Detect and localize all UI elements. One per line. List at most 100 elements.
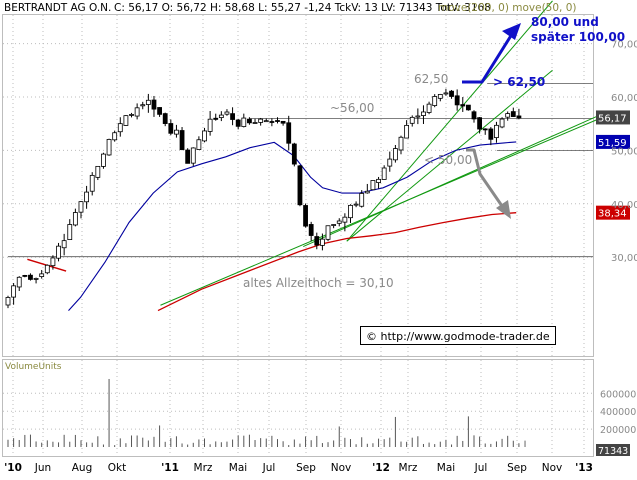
- candlesticks: [5, 88, 522, 309]
- x-tick-label: Aug: [72, 462, 93, 474]
- candle-body: [123, 115, 129, 126]
- candle: [202, 127, 207, 143]
- candle: [157, 107, 162, 117]
- candle-body: [213, 117, 219, 120]
- candle: [89, 172, 95, 196]
- candle-body: [353, 203, 359, 206]
- candle: [190, 147, 196, 166]
- candle-body: [291, 143, 297, 165]
- x-tick-label: '11: [161, 462, 179, 474]
- candle: [224, 109, 230, 116]
- target-annotation-line1: 80,00 und: [531, 15, 599, 29]
- candle-body: [409, 116, 415, 124]
- label-50: < 50,00: [424, 153, 472, 167]
- candle-body: [510, 111, 516, 117]
- candle: [320, 233, 325, 251]
- candle: [78, 201, 84, 219]
- candle-body: [247, 118, 252, 124]
- candle-body: [95, 165, 101, 178]
- candle: [432, 94, 438, 108]
- y-tick-label: 30,00: [611, 253, 637, 264]
- candle-body: [342, 216, 348, 223]
- candle-body: [443, 92, 449, 95]
- volume-last-tag-bg: [596, 444, 630, 456]
- candle-body: [297, 165, 303, 206]
- candle: [112, 130, 118, 142]
- candle-body: [415, 115, 421, 118]
- candle: [482, 128, 488, 135]
- candle: [348, 204, 353, 223]
- candle-body: [280, 120, 286, 124]
- candle: [134, 103, 140, 120]
- candle: [44, 264, 50, 275]
- candle: [39, 269, 45, 279]
- candle: [258, 117, 264, 126]
- x-tick-label: Mai: [437, 462, 455, 474]
- annotations: 56,17 51,59 38,34 71343: [462, 23, 630, 457]
- candle: [230, 107, 235, 126]
- candle-body: [426, 103, 432, 113]
- candle-body: [432, 96, 438, 106]
- candle: [499, 117, 505, 129]
- candle: [359, 190, 365, 208]
- candle-body: [404, 124, 410, 139]
- candle-body: [477, 117, 483, 130]
- candle-body: [336, 220, 342, 224]
- y-tick-label: 70,00: [611, 40, 637, 51]
- candle: [196, 136, 202, 150]
- candle-body: [185, 149, 191, 164]
- candle: [61, 233, 67, 256]
- candle: [449, 89, 454, 99]
- candle: [331, 224, 337, 229]
- candle-body: [359, 193, 365, 207]
- candle-body: [202, 130, 207, 142]
- candle-body: [117, 123, 123, 133]
- candle: [516, 108, 522, 120]
- candle: [117, 117, 123, 137]
- candle-body: [387, 158, 393, 167]
- ma50-tag: 51,59: [596, 134, 630, 149]
- copyright-text[interactable]: © http://www.godmode-trader.de: [366, 330, 550, 343]
- x-tick-label: Okt: [108, 462, 126, 474]
- label-3010: altes Allzeithoch = 30,10: [243, 276, 394, 290]
- candle-body: [39, 273, 45, 277]
- candle-body: [437, 94, 443, 99]
- candle: [263, 118, 269, 123]
- candle-body: [263, 120, 269, 123]
- grid: [3, 15, 593, 456]
- candle: [145, 93, 151, 113]
- ma200-tag: 38,34: [596, 205, 630, 220]
- candle-body: [421, 111, 426, 116]
- candle-body: [89, 174, 95, 192]
- candle-body: [61, 240, 67, 249]
- candle: [123, 115, 129, 126]
- candle-body: [106, 139, 112, 156]
- candle: [477, 117, 483, 134]
- candle: [460, 97, 466, 112]
- ma50-tag-bg: [596, 134, 630, 149]
- candle-body: [22, 275, 28, 277]
- x-tick-label: Nov: [542, 462, 563, 474]
- candle-body: [174, 129, 179, 135]
- lower-channel-line: [303, 115, 599, 247]
- horizontal-levels: [8, 83, 593, 258]
- candle-body: [364, 190, 370, 194]
- candle: [336, 218, 342, 227]
- quote-line: C: 56,17 O: 56,72 H: 58,68 L: 55,27 -1,2…: [114, 2, 491, 14]
- candle: [56, 242, 61, 262]
- candle-body: [190, 147, 196, 164]
- candle-body: [482, 128, 488, 131]
- candle-body: [235, 119, 241, 127]
- candle: [235, 118, 241, 130]
- trendlines: [27, 0, 601, 306]
- candle-body: [286, 122, 292, 144]
- candle: [179, 127, 185, 151]
- candle-body: [398, 136, 404, 151]
- candle-body: [314, 236, 320, 246]
- candle: [140, 101, 146, 110]
- x-tick-label: Nov: [331, 462, 352, 474]
- y-tick-label: 60,00: [611, 93, 637, 104]
- candle: [471, 110, 477, 123]
